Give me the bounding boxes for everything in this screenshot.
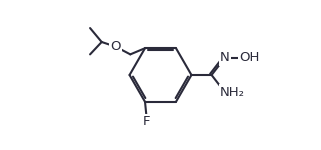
Text: O: O (110, 40, 121, 53)
Text: OH: OH (239, 51, 260, 64)
Text: F: F (143, 116, 150, 128)
Text: NH₂: NH₂ (220, 85, 245, 99)
Text: N: N (220, 51, 230, 64)
